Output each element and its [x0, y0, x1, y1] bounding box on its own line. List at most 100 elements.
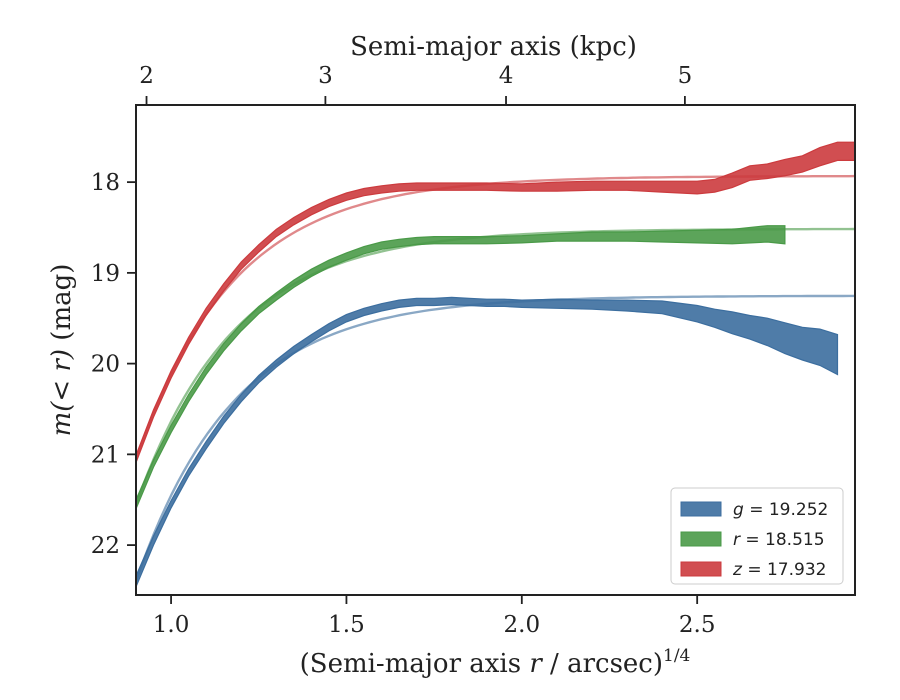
data-point-z [802, 163, 804, 165]
data-point-r [381, 245, 383, 247]
data-point-g [451, 300, 453, 302]
data-point-g [591, 304, 593, 306]
top-tick-label: 5 [678, 63, 693, 89]
data-point-g [626, 305, 628, 307]
top-axis-title: Semi-major axis (kpc) [350, 32, 637, 62]
legend: g = 19.252 r = 18.515 z = 17.932 [670, 487, 844, 585]
data-point-g [556, 303, 558, 305]
data-point-r [416, 240, 418, 242]
data-point-g [170, 504, 172, 506]
data-point-z [240, 265, 242, 267]
series-band-z [136, 141, 855, 463]
data-point-g [223, 419, 225, 421]
y-tick-label: 21 [91, 442, 120, 468]
legend-swatch-z [680, 561, 722, 577]
data-point-g [521, 303, 523, 305]
data-point-z [293, 220, 295, 222]
data-point-r [556, 237, 558, 239]
data-point-g [696, 313, 698, 315]
data-point-r [328, 263, 330, 265]
data-point-z [276, 232, 278, 234]
y-tick-label: 20 [91, 352, 120, 378]
data-point-z [626, 185, 628, 187]
data-point-z [696, 187, 698, 189]
data-point-r [661, 236, 663, 238]
x-tick-label: 2.5 [679, 612, 716, 638]
legend-swatch-g [680, 501, 722, 517]
y-tick-label: 18 [91, 170, 120, 196]
data-point-r [591, 236, 593, 238]
top-tick-label: 4 [499, 63, 514, 89]
data-point-r [205, 370, 207, 372]
data-point-r [398, 242, 400, 244]
data-point-z [819, 156, 821, 158]
data-point-r [468, 239, 470, 241]
data-point-z [205, 311, 207, 313]
data-point-g [416, 301, 418, 303]
model-curve-r [136, 227, 855, 505]
data-point-g [784, 337, 786, 339]
data-point-r [170, 428, 172, 430]
data-point-g [802, 343, 804, 345]
data-point-z [328, 202, 330, 204]
data-point-z [521, 187, 523, 189]
plot-frame [135, 104, 856, 596]
data-point-r [188, 397, 190, 399]
data-point-z [381, 189, 383, 191]
data-point-z [188, 340, 190, 342]
data-point-g [731, 322, 733, 324]
top-tick-label: 3 [318, 63, 333, 89]
data-point-r [363, 249, 365, 251]
data-point-g [363, 311, 365, 313]
legend-label-z: z = 17.932 [732, 560, 826, 580]
data-point-g [258, 378, 260, 380]
data-point-g [714, 317, 716, 319]
data-point-r [433, 239, 435, 241]
x-tick-label: 1.5 [328, 612, 365, 638]
data-point-z [731, 180, 733, 182]
data-point-g [486, 302, 488, 304]
data-point-r [223, 347, 225, 349]
x-tick-label: 1.0 [153, 612, 190, 638]
data-point-z [433, 186, 435, 188]
legend-label-g: g = 19.252 [733, 500, 828, 520]
legend-swatch-r [680, 531, 722, 547]
data-point-r [784, 234, 786, 236]
data-point-g [504, 302, 506, 304]
data-point-g [205, 445, 207, 447]
y-tick-label: 19 [91, 261, 120, 287]
data-point-g [188, 472, 190, 474]
top-tick-label: 2 [139, 63, 154, 89]
data-point-z [170, 374, 172, 376]
data-point-r [346, 256, 348, 258]
data-point-r [240, 327, 242, 329]
y-tick-label: 22 [91, 533, 120, 559]
data-point-g [276, 363, 278, 365]
data-point-g [346, 317, 348, 319]
series-band-g [136, 296, 839, 588]
data-point-g [837, 354, 839, 356]
data-point-r [276, 296, 278, 298]
data-point-g [153, 540, 155, 542]
data-point-z [749, 172, 751, 174]
data-point-r [153, 463, 155, 465]
data-point-z [223, 287, 225, 289]
data-point-r [486, 239, 488, 241]
data-point-g [767, 331, 769, 333]
data-point-g [293, 349, 295, 351]
plot-area [136, 141, 855, 588]
data-point-z [311, 210, 313, 212]
data-point-r [293, 283, 295, 285]
data-point-g [433, 301, 435, 303]
data-point-z [486, 186, 488, 188]
data-point-g [749, 327, 751, 329]
data-point-z [767, 170, 769, 172]
x-axis-title: (Semi-major axis r / arcsec)1/4 [300, 646, 691, 679]
data-point-z [784, 167, 786, 169]
data-point-z [346, 196, 348, 198]
data-point-g [819, 347, 821, 349]
data-point-z [714, 185, 716, 187]
data-point-z [153, 413, 155, 415]
data-point-g [311, 337, 313, 339]
